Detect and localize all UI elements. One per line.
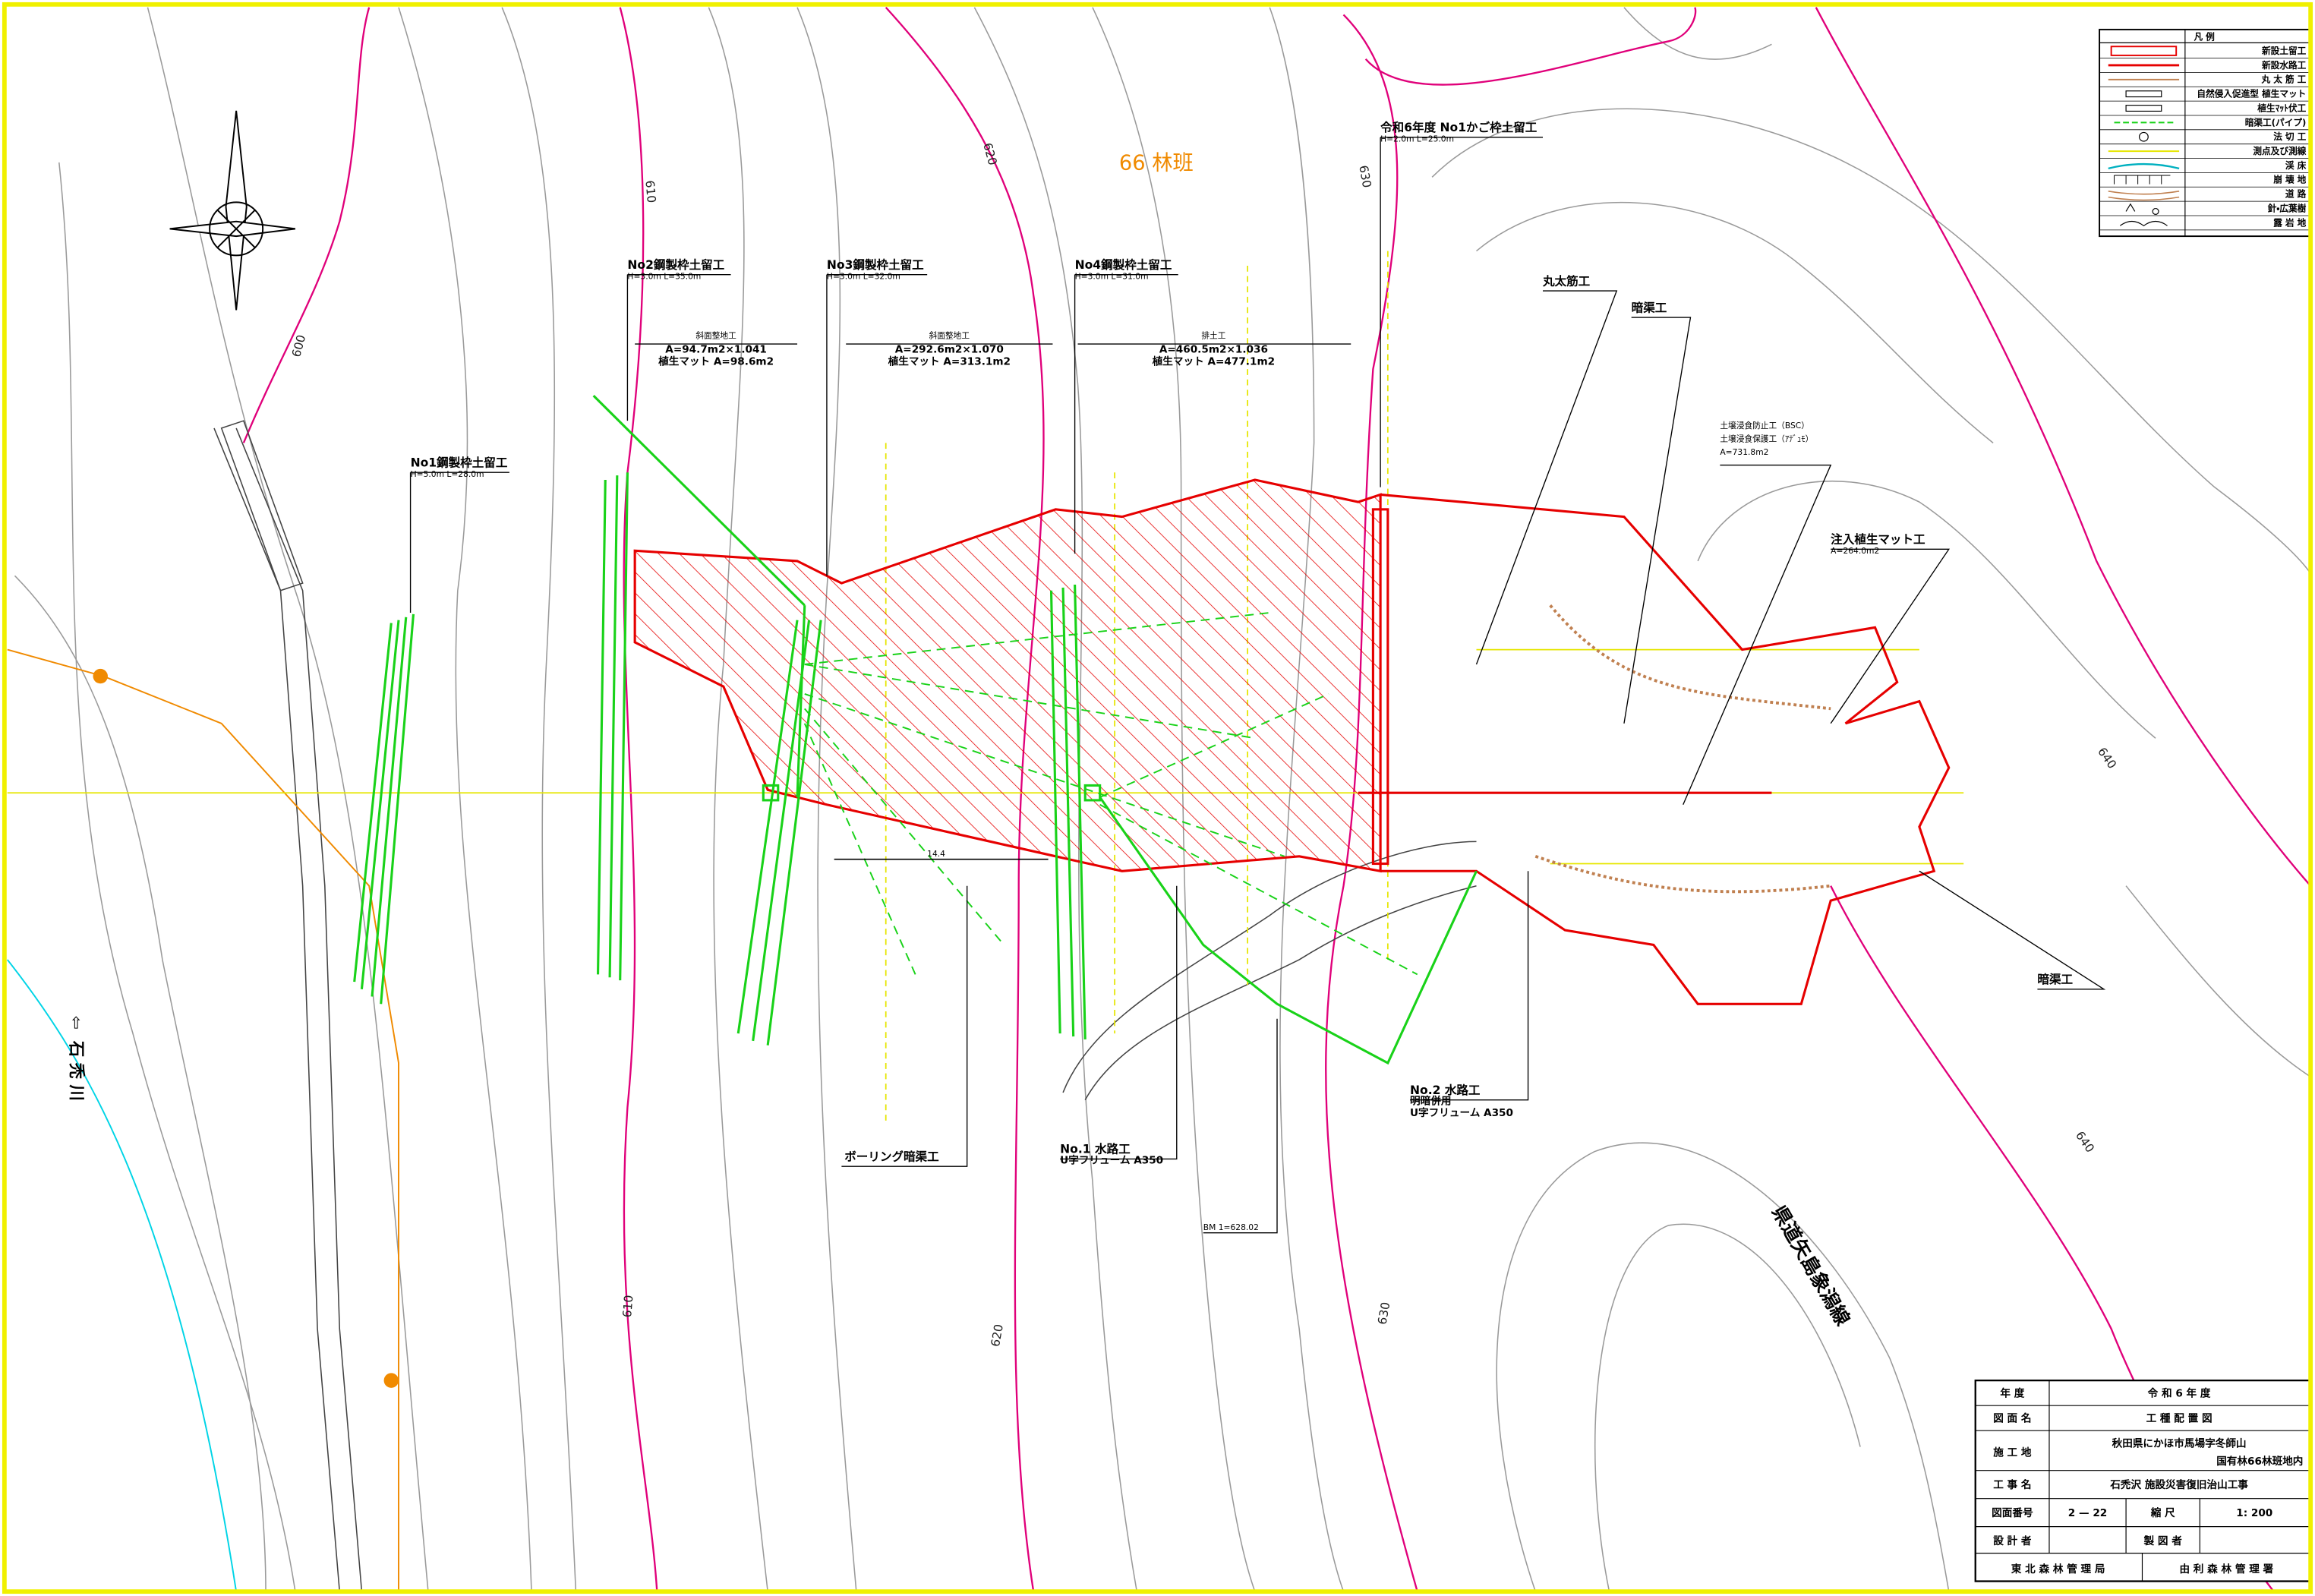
annotation-text: 土壌浸食保護工（ｱﾃﾞｭﾓ） — [1720, 434, 1813, 443]
annotation-text: 排土工 — [1201, 330, 1225, 340]
annotation-text: 土壌浸食防止工（BSC） — [1720, 421, 1809, 431]
legend-label: 植生ﾏｯﾄ伏工 — [2257, 103, 2306, 113]
annotation-text: 明暗併用 — [1410, 1094, 1451, 1107]
annotation-text: A=731.8m2 — [1720, 447, 1768, 457]
annotation-text: No1鋼製枠土留工 — [411, 455, 508, 469]
annotation-text: 植生マット A=477.1m2 — [1153, 355, 1275, 367]
legend-label: 丸 太 筋 工 — [2261, 74, 2307, 85]
legend-label: 渓 床 — [2285, 160, 2307, 171]
river-label: 石 禿 川 — [66, 1040, 86, 1101]
annotation-text: 植生マット A=98.6m2 — [658, 355, 774, 367]
tb-label: 図 面 名 — [1993, 1412, 2031, 1425]
tb-label: 縮 尺 — [2150, 1506, 2175, 1519]
annotation-text: ボーリング暗渠工 — [844, 1149, 939, 1163]
annotation-text: 注入植生マット工 — [1831, 532, 1925, 547]
drawing: 66 林班 ⇦ 石 禿 川 県道矢島象潟線 BM 1=628.02 14.4 6… — [0, 0, 2315, 1596]
river-arrow: ⇦ — [66, 1016, 85, 1030]
legend-label: 新設土留工 — [2261, 46, 2307, 56]
legend-label: 法 切 工 — [2273, 131, 2306, 142]
annotation-text: No3鋼製枠土留工 — [827, 257, 924, 272]
tb-value: 由 利 森 林 管 理 署 — [2179, 1563, 2273, 1575]
annotation-text: A=460.5m2×1.036 — [1159, 344, 1268, 356]
contour-label: 610 — [620, 1295, 636, 1318]
tb-value: 国有林66林班地内 — [2216, 1455, 2303, 1468]
annotation-text: No2鋼製枠土留工 — [627, 257, 724, 272]
benchmark-label: BM 1=628.02 — [1203, 1222, 1259, 1232]
annotation-text: 暗渠工 — [2037, 972, 2073, 986]
annotation-text: No4鋼製枠土留工 — [1075, 257, 1172, 272]
annotation-text: H=3.0m L=32.0m — [827, 272, 900, 282]
compartment-label: 66 林班 — [1119, 152, 1194, 175]
annotation-text: H=3.0m L=31.0m — [1075, 272, 1149, 282]
legend-label: 崩 壊 地 — [2273, 175, 2306, 185]
legend-title: 凡 例 — [2194, 32, 2215, 43]
tb-label: 設 計 者 — [1993, 1534, 2032, 1547]
annotation-text: U字フリューム A350 — [1060, 1153, 1163, 1166]
tb-label: 図面番号 — [1992, 1506, 2033, 1519]
tb-label: 年 度 — [2000, 1386, 2024, 1399]
legend-label: 道 路 — [2285, 189, 2307, 200]
title-block: 年 度 令 和 6 年 度 図 面 名 工 種 配 置 図 施 工 地 秋田県に… — [1976, 1380, 2310, 1581]
annotation-text: 丸太筋工 — [1542, 273, 1591, 288]
legend-label: 針・広葉樹 — [2267, 203, 2307, 213]
legend-label: 露 岩 地 — [2273, 217, 2306, 228]
dimension-label: 14.4 — [927, 849, 945, 859]
annotation-text: H=5.0m L=28.0m — [411, 469, 484, 479]
annotation-text: A=292.6m2×1.070 — [895, 344, 1004, 356]
page: {"map":{"compartment":"66 林班","river":"石… — [0, 0, 2315, 1596]
tb-value: 令 和 6 年 度 — [2147, 1386, 2211, 1399]
tb-value: 1: 200 — [2236, 1507, 2272, 1519]
tb-value: 2 — 22 — [2068, 1507, 2108, 1519]
annotation-text: A=94.7m2×1.041 — [665, 344, 767, 356]
legend-label: 測点及び測線 — [2253, 146, 2306, 156]
annotation-text: 斜面整地工 — [695, 330, 736, 340]
annotation-text: 令和6年度 No1かご枠土留工 — [1380, 120, 1538, 134]
annotation-text: H=2.0m L=25.0m — [1380, 134, 1454, 144]
tb-value: 東 北 森 林 管 理 局 — [2011, 1563, 2105, 1575]
tb-value: 秋田県にかほ市馬場字冬師山 — [2112, 1437, 2247, 1450]
legend-label: 自然侵入促進型 植生マット — [2197, 89, 2306, 99]
tb-label: 工 事 名 — [1993, 1478, 2031, 1491]
annotation-text: A=264.0m2 — [1831, 546, 1879, 556]
roads-and-streams-part — [384, 1373, 399, 1387]
legend-label: 新設水路工 — [2261, 60, 2307, 71]
tb-label: 製 図 者 — [2143, 1534, 2183, 1547]
annotation-text: 植生マット A=313.1m2 — [888, 355, 1011, 367]
roads-and-streams-part — [93, 669, 108, 683]
tb-value: 工 種 配 置 図 — [2146, 1412, 2212, 1425]
tb-value: 石禿沢 施設災害復旧治山工事 — [2109, 1478, 2248, 1491]
tb-label: 施 工 地 — [1993, 1446, 2032, 1459]
annotation-text: H=3.0m L=35.0m — [627, 272, 701, 282]
contour-label: 610 — [642, 180, 658, 203]
annotation-text: 暗渠工 — [1632, 300, 1667, 314]
legend-label: 暗渠工(パイプ) — [2245, 117, 2307, 128]
annotation-text: 斜面整地工 — [929, 330, 970, 340]
annotation-text: U字フリューム A350 — [1410, 1106, 1513, 1119]
